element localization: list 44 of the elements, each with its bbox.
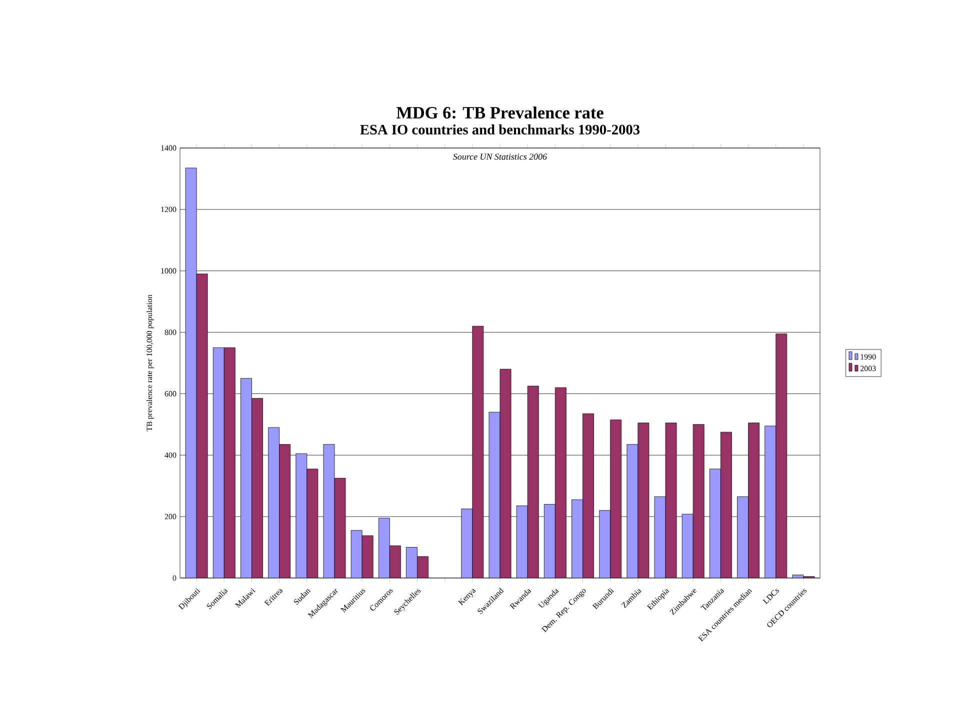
bar bbox=[268, 427, 280, 578]
bar bbox=[516, 506, 528, 578]
bar bbox=[764, 426, 776, 578]
bar bbox=[406, 547, 418, 578]
bar bbox=[306, 468, 318, 578]
bar bbox=[185, 168, 197, 578]
bar bbox=[554, 387, 566, 578]
bar bbox=[599, 510, 611, 578]
bar bbox=[665, 422, 677, 578]
bar bbox=[582, 413, 594, 578]
bar bbox=[737, 496, 748, 578]
bar bbox=[610, 420, 622, 578]
bar bbox=[748, 422, 760, 578]
bar bbox=[500, 368, 512, 578]
bar bbox=[544, 504, 556, 578]
bar bbox=[626, 444, 638, 578]
bar bbox=[212, 347, 224, 578]
bar bbox=[527, 386, 539, 578]
bar bbox=[279, 444, 291, 578]
bar bbox=[776, 334, 788, 578]
bar bbox=[378, 518, 390, 578]
bar bbox=[472, 326, 484, 578]
bar bbox=[572, 499, 583, 578]
bar bbox=[638, 422, 650, 578]
bar bbox=[224, 347, 236, 578]
annotation: Source UN Statistics 2006 bbox=[453, 154, 547, 160]
bar bbox=[389, 546, 401, 578]
bar bbox=[323, 444, 335, 578]
bar bbox=[252, 398, 263, 578]
bar bbox=[334, 478, 346, 578]
bar bbox=[692, 424, 704, 578]
bar bbox=[350, 530, 362, 578]
bar bbox=[461, 508, 473, 578]
bar bbox=[710, 468, 721, 578]
bar bbox=[196, 274, 208, 578]
chart-subtitle: ESA IO countries and benchmarks 1990-2003 bbox=[360, 124, 640, 135]
bar bbox=[654, 496, 666, 578]
bar bbox=[682, 514, 694, 578]
bar bbox=[417, 556, 428, 578]
bar bbox=[720, 432, 732, 578]
bar bbox=[488, 412, 500, 578]
bar bbox=[240, 378, 252, 578]
chart-title: MDG 6: TB Prevalence rate bbox=[396, 106, 604, 119]
bar bbox=[296, 453, 308, 578]
